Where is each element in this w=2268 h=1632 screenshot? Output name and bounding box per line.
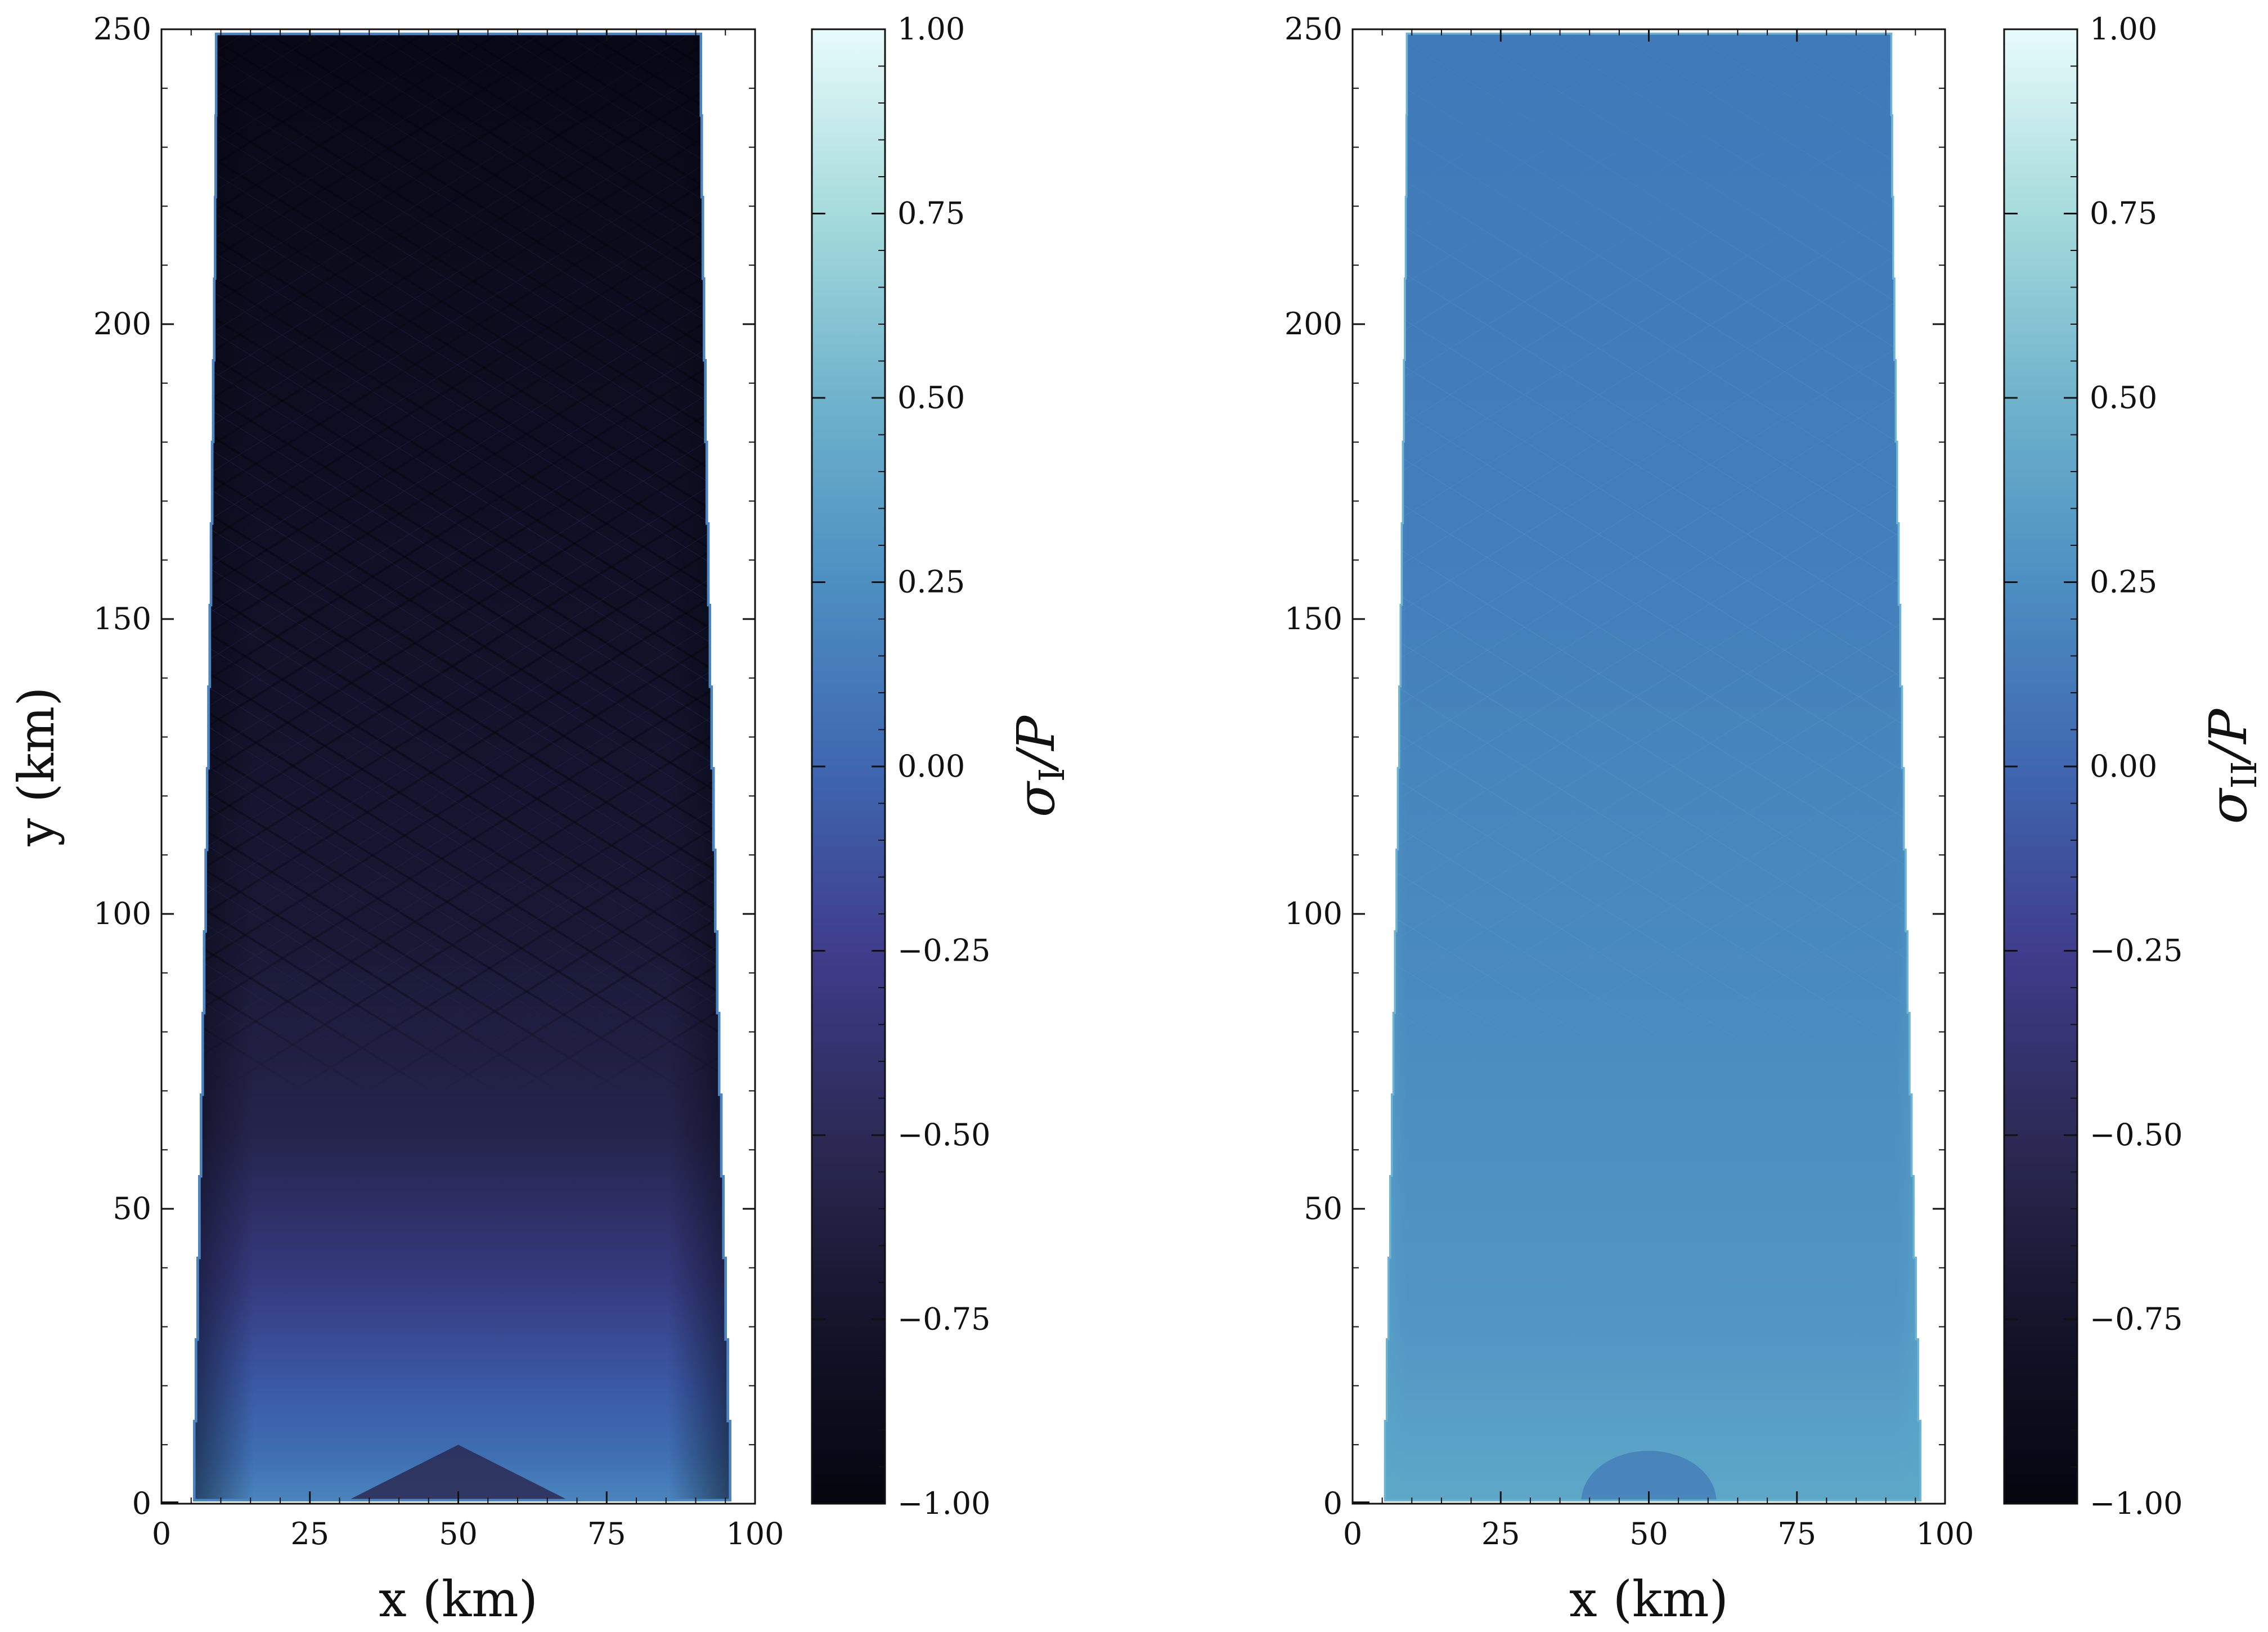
panel-sigma-ii: 0 25 50 75 100 0 50 100 150 200 250 x (km) 1.00 0.… [1285,11,2265,1628]
colorbar-tick-label: 0.00 [897,748,965,784]
colorbar-label-sub: I [1031,768,1072,782]
colorbar-label-tail: /P [2198,708,2258,766]
colorbar-tick-label: −1.00 [2090,1486,2182,1521]
y-tick-label: 250 [93,11,151,47]
colorbar-tick-label: 0.25 [897,564,965,600]
y-tick-label: 150 [93,601,151,636]
x-axis-label: x (km) [379,1570,538,1628]
y-tick-label: 200 [1285,306,1342,342]
colorbar-tick-label: 0.50 [2090,380,2157,415]
field-fill [191,33,731,1501]
colorbar-tick-label: 0.50 [897,380,965,415]
x-axis-ticks: 0 25 50 75 100 [152,29,784,1552]
y-tick-label: 0 [132,1486,151,1521]
x-tick-label: 25 [1481,1516,1520,1552]
colorbar-tick-label: 0.75 [2090,196,2157,231]
colorbar-tick-label: −0.75 [897,1302,990,1337]
y-tick-label: 50 [1304,1191,1342,1226]
panel-sigma-i: 0 25 50 75 100 0 50 100 150 200 250 x (km) y (km)… [7,11,1072,1628]
colorbar: 1.00 0.75 0.50 0.25 0.00 −0.25 −0.50 −0.75 −1.00… [2003,11,2265,1521]
heatmap-field [161,33,731,1504]
colorbar-tick-label: −0.50 [897,1117,990,1153]
colorbar-tick-label: −1.00 [897,1486,990,1521]
x-tick-label: 75 [1777,1516,1816,1552]
colorbar-tick-label: −0.25 [897,933,990,969]
colorbar: 1.00 0.75 0.50 0.25 0.00 −0.25 −0.50 −0.75 −1.00… [811,11,1072,1521]
x-tick-label: 50 [1629,1516,1668,1552]
colorbar-tick-label: 1.00 [897,11,965,47]
x-tick-label: 0 [152,1516,171,1552]
y-tick-label: 250 [1285,11,1342,47]
colorbar-tick-label: −0.50 [2090,1117,2182,1153]
y-tick-label: 50 [113,1191,151,1226]
x-axis-ticks: 0 25 50 75 100 [1343,29,1974,1552]
y-tick-label: 200 [93,306,151,342]
x-tick-label: 100 [1916,1516,1974,1552]
colorbar-label: σI/P [1006,715,1072,817]
colorbar-label-tail: /P [1006,715,1066,773]
colorbar-label-sub: II [2224,761,2265,789]
colorbar-tick-label: 0.25 [2090,564,2157,600]
colorbar-tick-label: −0.75 [2090,1302,2182,1337]
colorbar-ticks: 1.00 0.75 0.50 0.25 0.00 −0.25 −0.50 −0.75 −1.00 [812,11,990,1521]
y-tick-label: 150 [1285,601,1342,636]
colorbar-label-main: σ [1006,781,1066,817]
y-tick-label: 0 [1323,1486,1342,1521]
x-tick-label: 100 [726,1516,784,1552]
x-tick-label: 75 [587,1516,626,1552]
x-tick-label: 25 [290,1516,329,1552]
heatmap-field [1353,33,1921,1504]
colorbar-ticks: 1.00 0.75 0.50 0.25 0.00 −0.25 −0.50 −0.75 −1.00 [2004,11,2182,1521]
y-axis-label: y (km) [7,687,65,846]
x-axis-label: x (km) [1569,1570,1728,1628]
colorbar-tick-label: 1.00 [2090,11,2157,47]
x-tick-label: 50 [439,1516,478,1552]
colorbar-tick-label: −0.25 [2090,933,2182,969]
y-tick-label: 100 [93,896,151,931]
colorbar-label-main: σ [2198,787,2258,824]
y-tick-label: 100 [1285,896,1342,931]
colorbar-tick-label: 0.00 [2090,748,2157,784]
y-axis-ticks: 0 50 100 150 200 250 [1285,11,1945,1521]
colorbar-tick-label: 0.75 [897,196,965,231]
colorbar-label: σII/P [2198,708,2265,824]
x-tick-label: 0 [1343,1516,1362,1552]
field-fill [1382,33,1921,1501]
y-axis-ticks: 0 50 100 150 200 250 [93,11,755,1521]
